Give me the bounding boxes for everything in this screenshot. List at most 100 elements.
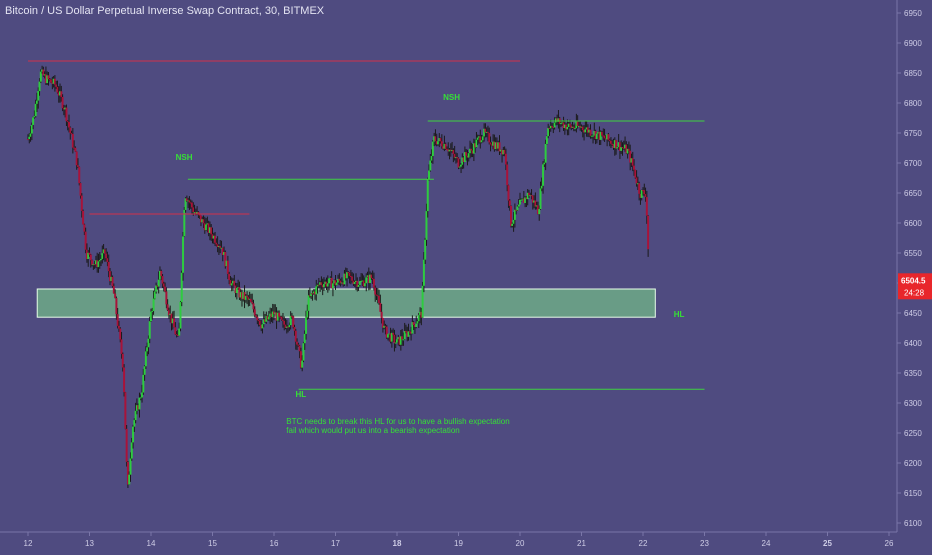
- candle-down: [287, 326, 290, 328]
- candle-up: [46, 75, 49, 84]
- candle-down: [188, 200, 191, 203]
- candle-up: [419, 311, 422, 316]
- candle-down: [508, 200, 511, 206]
- candle-down: [27, 139, 29, 140]
- candle-down: [440, 141, 443, 147]
- candle-down: [488, 133, 491, 143]
- annotation-hl: HL: [296, 390, 307, 399]
- candle-up: [232, 280, 234, 284]
- x-tick-label: 23: [700, 539, 709, 548]
- candle-down: [474, 143, 477, 148]
- candle-up: [387, 334, 390, 338]
- candle-down: [176, 334, 179, 336]
- candle-up: [35, 100, 38, 104]
- candle-up: [100, 258, 103, 261]
- y-tick-label: 6250: [904, 429, 922, 438]
- candle-up: [135, 405, 138, 411]
- candle-up: [526, 192, 529, 200]
- candle-up: [626, 148, 629, 154]
- candle-down: [162, 283, 165, 287]
- candle-up: [289, 315, 292, 326]
- candle-down: [594, 130, 597, 140]
- candle-up: [472, 143, 475, 154]
- candle-up: [335, 282, 338, 286]
- candle-up: [425, 211, 428, 240]
- candle-down: [495, 142, 498, 149]
- candle-down: [527, 192, 530, 196]
- candle-down: [258, 320, 261, 325]
- candle-up: [461, 157, 464, 165]
- x-tick-label: 25: [823, 539, 832, 548]
- candle-down: [60, 91, 63, 97]
- candle-down: [215, 242, 218, 245]
- candle-down: [393, 334, 396, 344]
- candle-up: [208, 227, 211, 233]
- candle-up: [183, 209, 186, 237]
- candle-up: [630, 158, 633, 163]
- candle-down: [370, 274, 373, 278]
- candle-up: [28, 136, 31, 140]
- candle-down: [375, 294, 378, 296]
- x-tick-label: 15: [208, 539, 217, 548]
- x-tick-label: 24: [762, 539, 771, 548]
- x-tick-label: 12: [24, 539, 33, 548]
- candle-up: [244, 295, 247, 300]
- candle-down: [107, 261, 110, 272]
- candle-down: [66, 121, 69, 123]
- candle-down: [55, 84, 58, 87]
- candle-up: [485, 131, 488, 133]
- candle-down: [598, 131, 601, 140]
- candle-down: [317, 284, 320, 286]
- candle-up: [360, 280, 363, 282]
- candle-down: [501, 149, 504, 155]
- candle-down: [339, 280, 342, 284]
- candle-down: [91, 260, 94, 265]
- x-tick-label: 14: [147, 539, 156, 548]
- candle-up: [155, 285, 158, 292]
- candle-down: [199, 215, 202, 223]
- candle-down: [548, 128, 551, 130]
- candle-down: [434, 136, 437, 142]
- candle-up: [271, 311, 274, 318]
- candle-up: [331, 283, 334, 289]
- candle-down: [581, 126, 584, 130]
- candle-up: [369, 274, 372, 284]
- candle-up: [533, 200, 536, 203]
- candle-down: [342, 282, 345, 285]
- candle-down: [404, 330, 407, 332]
- candle-up: [322, 284, 325, 288]
- candle-up: [599, 131, 602, 140]
- annotation-nsh: NSH: [176, 153, 193, 162]
- candle-down: [296, 341, 299, 345]
- candle-down: [479, 136, 482, 143]
- candle-up: [524, 197, 527, 203]
- candle-up: [588, 129, 591, 133]
- candle-down: [503, 149, 506, 154]
- candle-up: [553, 122, 556, 128]
- candle-up: [520, 199, 523, 201]
- candle-down: [525, 197, 528, 200]
- candle-up: [178, 328, 181, 336]
- candle-up: [33, 116, 36, 118]
- candle-up: [502, 149, 505, 155]
- candle-down: [385, 326, 388, 338]
- candle-down: [50, 79, 53, 83]
- candle-up: [97, 261, 100, 268]
- candle-down: [105, 253, 108, 259]
- candle-down: [607, 134, 610, 140]
- candle-up: [499, 149, 502, 152]
- candle-down: [221, 247, 224, 255]
- candle-up: [390, 332, 393, 342]
- candle-down: [42, 69, 45, 76]
- candle-down: [638, 183, 641, 194]
- candle-up: [469, 148, 472, 154]
- candle-down: [644, 194, 647, 198]
- candle-up: [592, 135, 595, 137]
- candle-down: [156, 285, 159, 287]
- candle-down: [160, 270, 163, 277]
- candle-down: [84, 231, 87, 250]
- candle-down: [504, 153, 507, 165]
